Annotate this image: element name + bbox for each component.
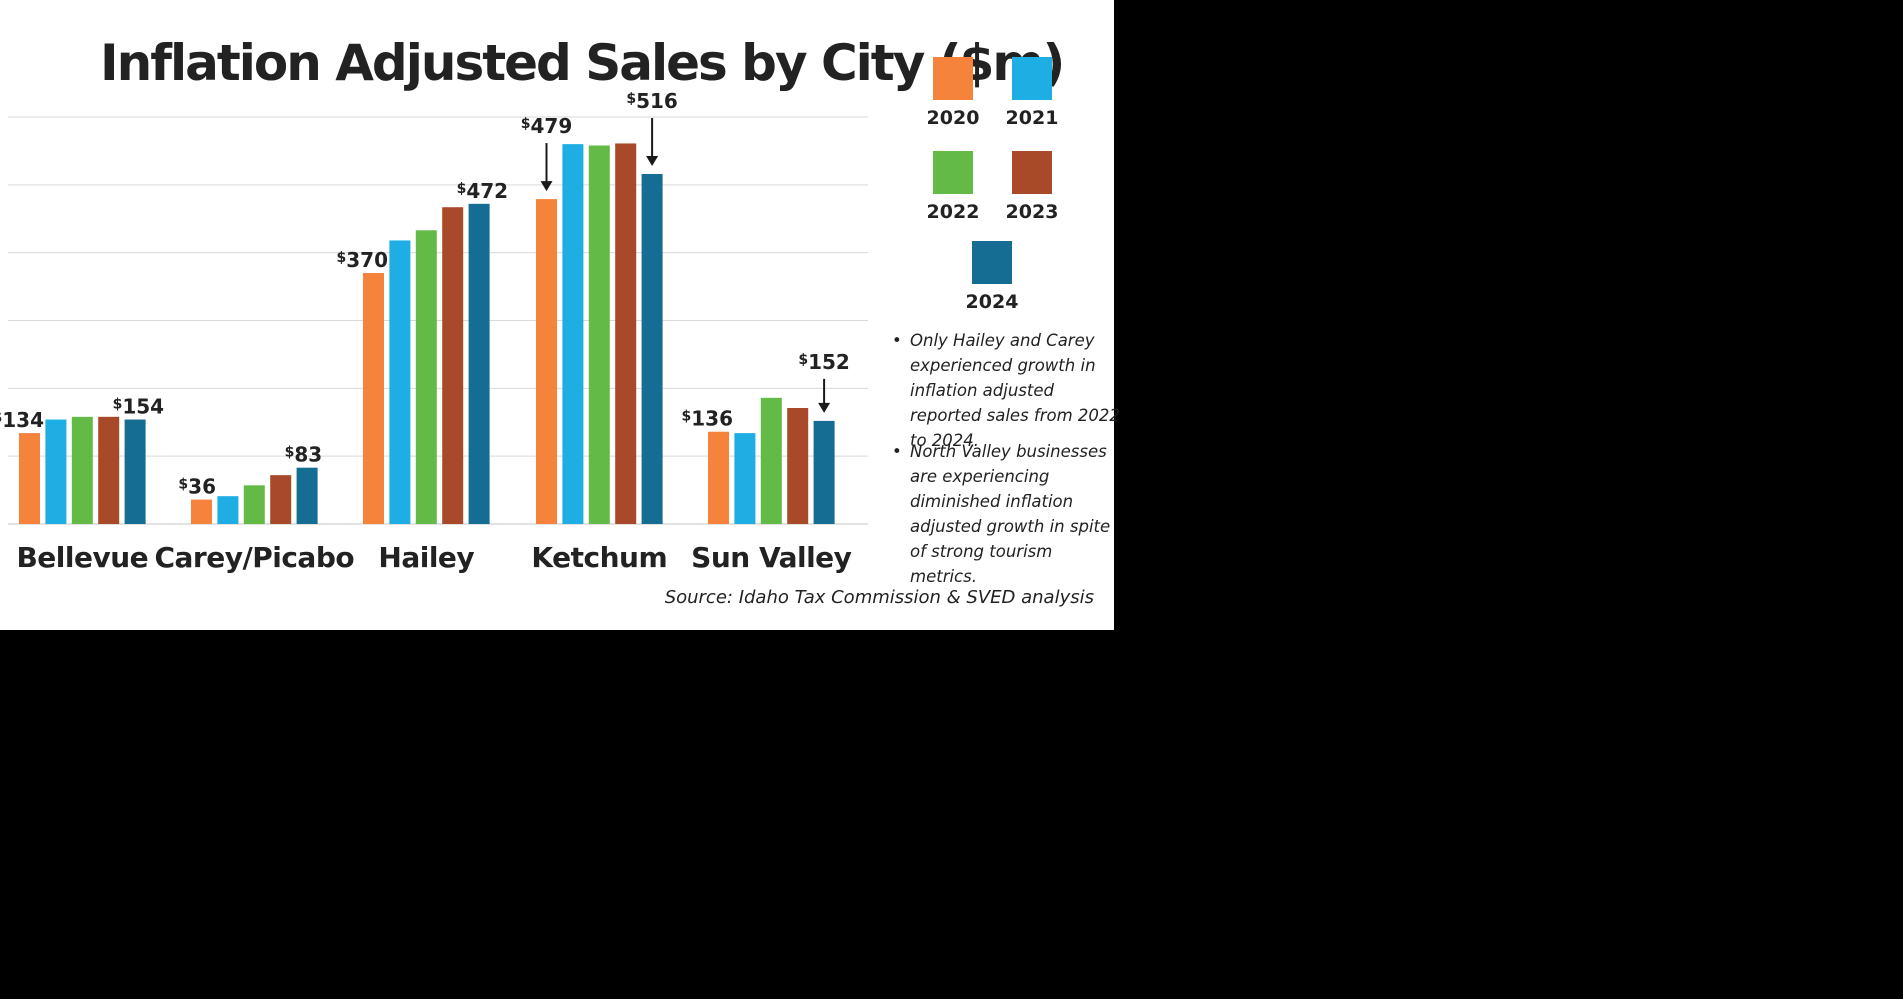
data-label-hailey-2020: $370 xyxy=(337,248,389,272)
data-labels: $134 $154 $36 $83 $370 $472 $479 $516 $136 $152 xyxy=(0,89,850,499)
data-label-carey-picabo-2024: $83 xyxy=(285,443,323,467)
bar-hailey-2023 xyxy=(442,207,464,525)
bar-bellevue-2020 xyxy=(19,433,40,524)
label-arrowhead xyxy=(818,402,831,413)
legend-swatch-2020 xyxy=(933,57,973,100)
bar-ketchum-2021 xyxy=(562,144,584,524)
legend-label-2021: 2021 xyxy=(1006,107,1059,129)
bar-sun-valley-2022 xyxy=(760,397,782,524)
bar-carey-picabo-2023 xyxy=(270,475,292,524)
bar-bellevue-2022 xyxy=(71,416,93,524)
bar-sun-valley-2023 xyxy=(787,408,809,524)
note-2: North Valley businesses are experiencing… xyxy=(892,439,1120,589)
bar-hailey-2024 xyxy=(468,203,490,524)
label-arrowhead xyxy=(540,181,553,192)
legend: 2020 2021 2022 2023 2024 xyxy=(927,57,1059,313)
legend-swatch-2023 xyxy=(1012,151,1052,194)
data-label-sun-valley-2024: $152 xyxy=(798,350,850,374)
bar-sun-valley-2020 xyxy=(708,431,729,524)
data-label-ketchum-2024: $516 xyxy=(626,89,678,113)
legend-label-2024: 2024 xyxy=(966,291,1019,313)
category-label-bellevue: Bellevue xyxy=(16,541,148,574)
bar-ketchum-2024 xyxy=(641,173,663,525)
bar-sun-valley-2021 xyxy=(734,433,756,524)
bar-carey-picabo-2021 xyxy=(217,496,239,524)
bar-bellevue-2023 xyxy=(98,416,120,524)
gridlines xyxy=(8,116,868,525)
label-arrows xyxy=(540,117,831,413)
data-label-bellevue-2020: $134 xyxy=(0,408,44,432)
note-1: Only Hailey and Carey experienced growth… xyxy=(892,328,1120,453)
bar-ketchum-2022 xyxy=(588,145,610,525)
source-note: Source: Idaho Tax Commission & SVED anal… xyxy=(664,587,1094,608)
legend-label-2022: 2022 xyxy=(927,201,980,223)
label-arrowhead xyxy=(646,155,659,166)
legend-label-2023: 2023 xyxy=(1006,201,1059,223)
category-label-carey-picabo: Carey/Picabo xyxy=(154,541,354,574)
category-label-sun-valley: Sun Valley xyxy=(691,541,852,574)
bar-chart: Inflation Adjusted Sales by City ($m) $1… xyxy=(0,34,1065,574)
chart-panel: Inflation Adjusted Sales by City ($m) $1… xyxy=(0,0,1120,630)
data-label-hailey-2024: $472 xyxy=(457,179,509,203)
bar-hailey-2021 xyxy=(389,240,411,524)
data-label-carey-picabo-2020: $36 xyxy=(178,475,216,499)
bar-bellevue-2024 xyxy=(124,419,146,524)
data-label-sun-valley-2020: $136 xyxy=(682,407,734,431)
bar-hailey-2020 xyxy=(363,273,384,524)
category-label-hailey: Hailey xyxy=(378,541,474,574)
bar-carey-picabo-2024 xyxy=(296,467,318,524)
data-label-bellevue-2024: $154 xyxy=(113,395,165,419)
chart-title: Inflation Adjusted Sales by City ($m) xyxy=(100,34,1063,92)
bar-carey-picabo-2020 xyxy=(191,499,212,524)
bar-ketchum-2023 xyxy=(615,143,637,524)
category-label-ketchum: Ketchum xyxy=(531,541,667,574)
bar-sun-valley-2024 xyxy=(813,420,835,524)
data-label-ketchum-2020: $479 xyxy=(521,114,573,138)
bar-carey-picabo-2022 xyxy=(243,485,265,524)
legend-swatch-2022 xyxy=(933,151,973,194)
bar-bellevue-2021 xyxy=(45,419,67,524)
bar-hailey-2022 xyxy=(415,230,437,524)
category-labels: Bellevue Carey/Picabo Hailey Ketchum Sun Val… xyxy=(16,541,852,574)
bar-ketchum-2020 xyxy=(536,199,557,524)
legend-label-2020: 2020 xyxy=(927,107,980,129)
legend-swatch-2024 xyxy=(972,241,1012,284)
bars xyxy=(19,143,835,525)
legend-swatch-2021 xyxy=(1012,57,1052,100)
